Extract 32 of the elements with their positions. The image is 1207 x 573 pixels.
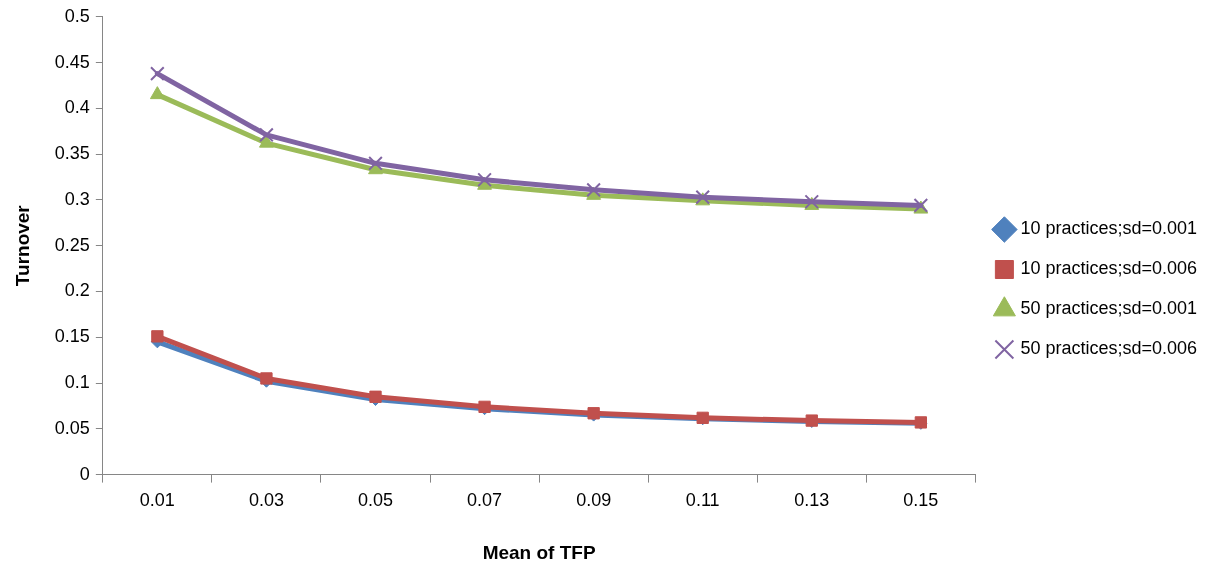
point [259, 127, 274, 143]
y-tick-label: 0.25 [54, 234, 90, 255]
y-tick-label: 0 [79, 463, 90, 484]
y-tick-label: 0.2 [64, 280, 90, 301]
point [368, 155, 383, 171]
y-tick-label: 0.4 [64, 97, 90, 118]
point [586, 182, 602, 198]
x-tick-label: 0.05 [357, 490, 394, 511]
legend-label: 10 practices;sd=0.006 [1020, 258, 1198, 279]
y-tick-label: 0.15 [54, 326, 90, 347]
point [149, 86, 165, 100]
y-tick-label: 0.35 [54, 143, 90, 164]
y-tick-label: 0.3 [64, 188, 90, 209]
y-tick-label: 0.5 [64, 5, 90, 26]
x-tick-label: 0.01 [139, 490, 175, 511]
x-tick-label: 0.13 [794, 490, 830, 511]
y-axis-title: Turnover [11, 204, 33, 287]
legend-label: 10 practices;sd=0.001 [1020, 218, 1198, 239]
y-tick-label: 0.1 [64, 372, 90, 393]
x-tick-label: 0.09 [576, 490, 612, 511]
y-tick-label: 0.45 [54, 51, 90, 72]
point [151, 330, 164, 343]
x-tick-label: 0.03 [248, 490, 284, 511]
x-axis-title: Mean of TFP [482, 541, 596, 563]
x-tick-label: 0.11 [685, 490, 720, 511]
y-tick-label: 0.05 [54, 417, 90, 438]
legend-label: 50 practices;sd=0.006 [1020, 338, 1198, 359]
point [150, 66, 165, 81]
x-tick-label: 0.15 [903, 490, 939, 511]
point [477, 172, 492, 188]
legend-label: 50 practices;sd=0.001 [1020, 298, 1198, 319]
x-tick-label: 0.07 [467, 490, 503, 511]
